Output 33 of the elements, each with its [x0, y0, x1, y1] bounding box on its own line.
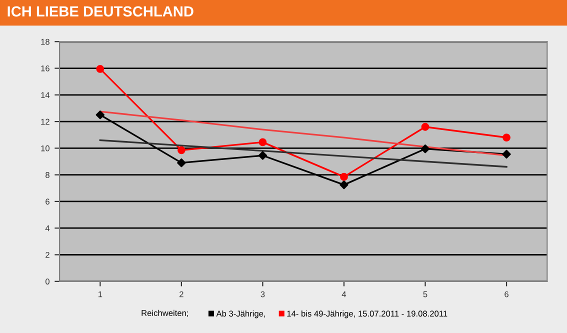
legend-label: Ab 3-Jährige,	[216, 310, 266, 318]
y-tick-label: 0	[46, 278, 50, 284]
legend-label: 14- bis 49-Jährige, 15.07.2011 - 19.08.2011	[287, 310, 448, 318]
point	[177, 158, 186, 168]
y-tick-label: 18	[41, 38, 50, 45]
point	[420, 144, 430, 154]
y-tick-label: 6	[46, 198, 50, 205]
y-tick-label: 10	[41, 145, 50, 152]
point	[502, 150, 511, 159]
point	[502, 134, 510, 142]
x-tick-label: 2	[180, 291, 184, 298]
point	[96, 110, 105, 120]
chart-title: ICH LIEBE DEUTSCHLAND	[8, 6, 194, 17]
x-tick-label: 5	[423, 291, 428, 298]
y-tick-label: 2	[46, 252, 50, 258]
x-tick-label: 1	[98, 291, 102, 298]
text: Reichweiten;	[142, 310, 188, 317]
y-tick-label: 4	[45, 225, 50, 232]
y-tick-label: 8	[46, 172, 50, 178]
point	[96, 64, 104, 73]
x-tick-label: 4	[342, 291, 346, 298]
y-tick-label: 14	[41, 92, 50, 98]
point	[258, 151, 268, 160]
point	[340, 172, 348, 181]
x-tick-label: 6	[504, 291, 508, 298]
y-tick-label: 12	[41, 118, 50, 125]
line-series	[99, 139, 508, 168]
point	[340, 180, 348, 190]
point	[421, 122, 430, 131]
y-tick-label: 16	[41, 65, 50, 72]
point	[177, 146, 186, 154]
point	[258, 138, 267, 146]
x-tick-label: 3	[260, 291, 265, 298]
